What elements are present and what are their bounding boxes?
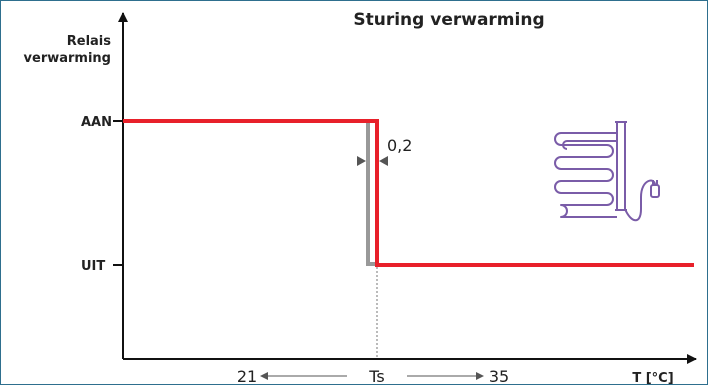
return-curve bbox=[366, 121, 377, 266]
range-min-label: 21 bbox=[237, 367, 257, 384]
diagram-title: Sturing verwarming bbox=[353, 10, 544, 30]
radiator-icon bbox=[554, 121, 656, 222]
hysteresis-arrow-right bbox=[379, 156, 388, 166]
level-on-label: AAN bbox=[81, 115, 112, 130]
y-axis-label-line2: verwarming bbox=[24, 51, 111, 66]
hysteresis-label: 0,2 bbox=[387, 136, 412, 155]
y-axis-label-line1: Relais bbox=[67, 34, 112, 49]
range-max-label: 35 bbox=[489, 367, 509, 384]
heating-curve bbox=[123, 119, 694, 267]
setpoint-label: Ts bbox=[368, 367, 384, 384]
plug-icon bbox=[650, 180, 660, 198]
x-axis-label: T [°C] bbox=[632, 371, 673, 384]
hysteresis-arrow-left bbox=[357, 156, 366, 166]
level-off-label: UIT bbox=[81, 259, 105, 274]
